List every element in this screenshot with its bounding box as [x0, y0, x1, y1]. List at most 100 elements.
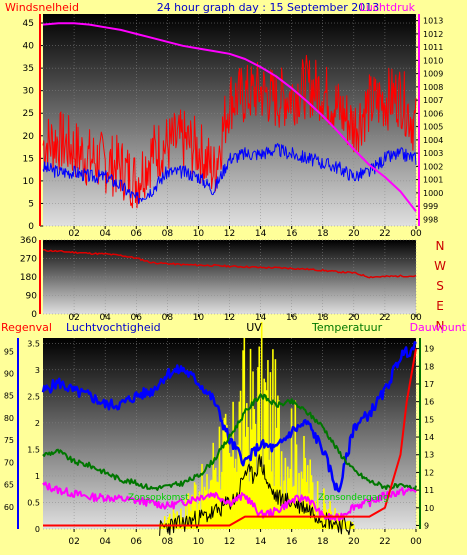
uv-bar: [223, 417, 226, 529]
uv-bar: [294, 400, 297, 529]
uv-bar: [345, 522, 348, 529]
x-tick-label: 12: [224, 229, 235, 239]
uv-bar: [255, 474, 258, 529]
uv-bar: [204, 490, 207, 529]
compass-west: W: [434, 259, 446, 273]
compass-labels: N W S E N: [434, 239, 446, 333]
x-tick-label: 06: [131, 537, 143, 547]
humidity-y-tick-label: 65: [4, 481, 14, 490]
uv-y-tick-label: 2: [35, 419, 40, 428]
uv-bar: [293, 485, 295, 529]
uv-bar: [323, 488, 325, 529]
uv-bar: [192, 501, 195, 529]
uv-bar: [177, 516, 180, 529]
humidity-y-tick-label: 80: [4, 414, 14, 423]
uv-bar: [350, 523, 353, 529]
x-tick-label: 08: [162, 313, 174, 323]
pressure-y-tick-label: 1005: [423, 123, 443, 132]
x-tick-label: 10: [193, 229, 205, 239]
uv-bar: [326, 512, 329, 529]
pressure-axis-title: Luchtdruk: [360, 1, 416, 14]
wind-y-tick-label: 10: [23, 177, 35, 187]
uv-bar: [295, 444, 298, 529]
direction-y-tick-label: 90: [26, 292, 38, 302]
pressure-y-tick-label: 1003: [423, 149, 443, 158]
uv-bar: [212, 442, 215, 529]
uv-label: UV: [246, 321, 262, 334]
uv-bar: [311, 482, 314, 529]
wind-avg-line: [42, 143, 417, 205]
uv-bar: [167, 516, 170, 529]
uv-bar: [275, 427, 278, 529]
temperature-y-tick-label: 16: [424, 398, 434, 407]
x-tick-label: 04: [99, 313, 111, 323]
x-tick-label: 02: [68, 537, 79, 547]
uv-bar: [340, 520, 343, 529]
wind-y-tick-label: 0: [28, 222, 34, 232]
uv-bar: [207, 499, 210, 529]
x-tick-label: 00: [410, 537, 422, 547]
uv-bar: [243, 337, 246, 529]
uv-bar: [214, 467, 217, 529]
pressure-y-tick-label: 1011: [423, 43, 443, 52]
x-tick-label: 02: [68, 229, 79, 239]
rain-line: [43, 348, 417, 527]
x-tick-label: 22: [379, 229, 390, 239]
uv-bar: [202, 497, 205, 529]
x-tick-label: 16: [286, 313, 298, 323]
uv-bar: [265, 390, 268, 529]
uv-bar: [217, 482, 219, 529]
uv-bar: [203, 486, 206, 529]
x-tick-label: 18: [317, 313, 329, 323]
uv-bar: [331, 514, 334, 529]
sunset-label: Zonsondergang: [318, 493, 389, 503]
uv-bar: [342, 516, 345, 529]
uv-bar: [253, 409, 256, 529]
compass-north-bottom: N: [436, 319, 445, 333]
pressure-line: [42, 22, 417, 213]
uv-bar: [222, 421, 224, 529]
direction-line: [42, 248, 417, 279]
uv-bar: [166, 519, 169, 529]
x-tick-label: 08: [162, 229, 174, 239]
uv-bar: [309, 459, 312, 529]
uv-bar: [180, 508, 182, 529]
direction-y-tick-label: 0: [31, 310, 37, 320]
uv-bar: [263, 378, 266, 529]
uv-bar: [209, 480, 212, 529]
uv-bar: [262, 466, 264, 529]
temperature-y-tick-label: 19: [424, 345, 434, 354]
temperature-y-tick-label: 18: [424, 362, 434, 371]
pressure-y-tick-label: 1013: [423, 17, 443, 26]
uv-bar: [227, 437, 229, 529]
uv-bar: [282, 500, 284, 529]
uv-bar: [195, 484, 197, 529]
uv-y-tick-label: 3.5: [27, 339, 40, 348]
pressure-y-tick-label: 1010: [423, 56, 443, 65]
temperature-line: [42, 393, 417, 491]
uv-bar: [237, 444, 239, 529]
temperature-y-tick-label: 15: [424, 415, 434, 424]
uv-bar: [249, 348, 252, 529]
x-tick-label: 02: [68, 313, 79, 323]
uv-bar: [270, 471, 273, 529]
uv-bar: [278, 400, 280, 529]
uv-bar: [231, 456, 233, 529]
temperature-y-tick-label: 14: [424, 433, 434, 442]
data-marks: [41, 22, 417, 536]
uv-y-tick-label: 0: [35, 525, 40, 534]
uv-bar: [259, 447, 262, 529]
uv-bar: [264, 382, 267, 529]
uv-bar: [242, 350, 244, 529]
uv-bar: [272, 349, 274, 529]
pressure-y-tick-label: 1009: [423, 70, 443, 79]
uv-bar: [244, 436, 247, 529]
x-tick-label: 22: [379, 537, 390, 547]
x-tick-label: 16: [286, 537, 298, 547]
x-tick-label: 08: [162, 537, 174, 547]
wind-y-tick-label: 30: [23, 87, 35, 97]
humidity-y-tick-label: 70: [4, 458, 14, 467]
x-tick-label: 18: [317, 229, 329, 239]
uv-bar: [258, 346, 261, 529]
uv-bar: [199, 512, 202, 529]
